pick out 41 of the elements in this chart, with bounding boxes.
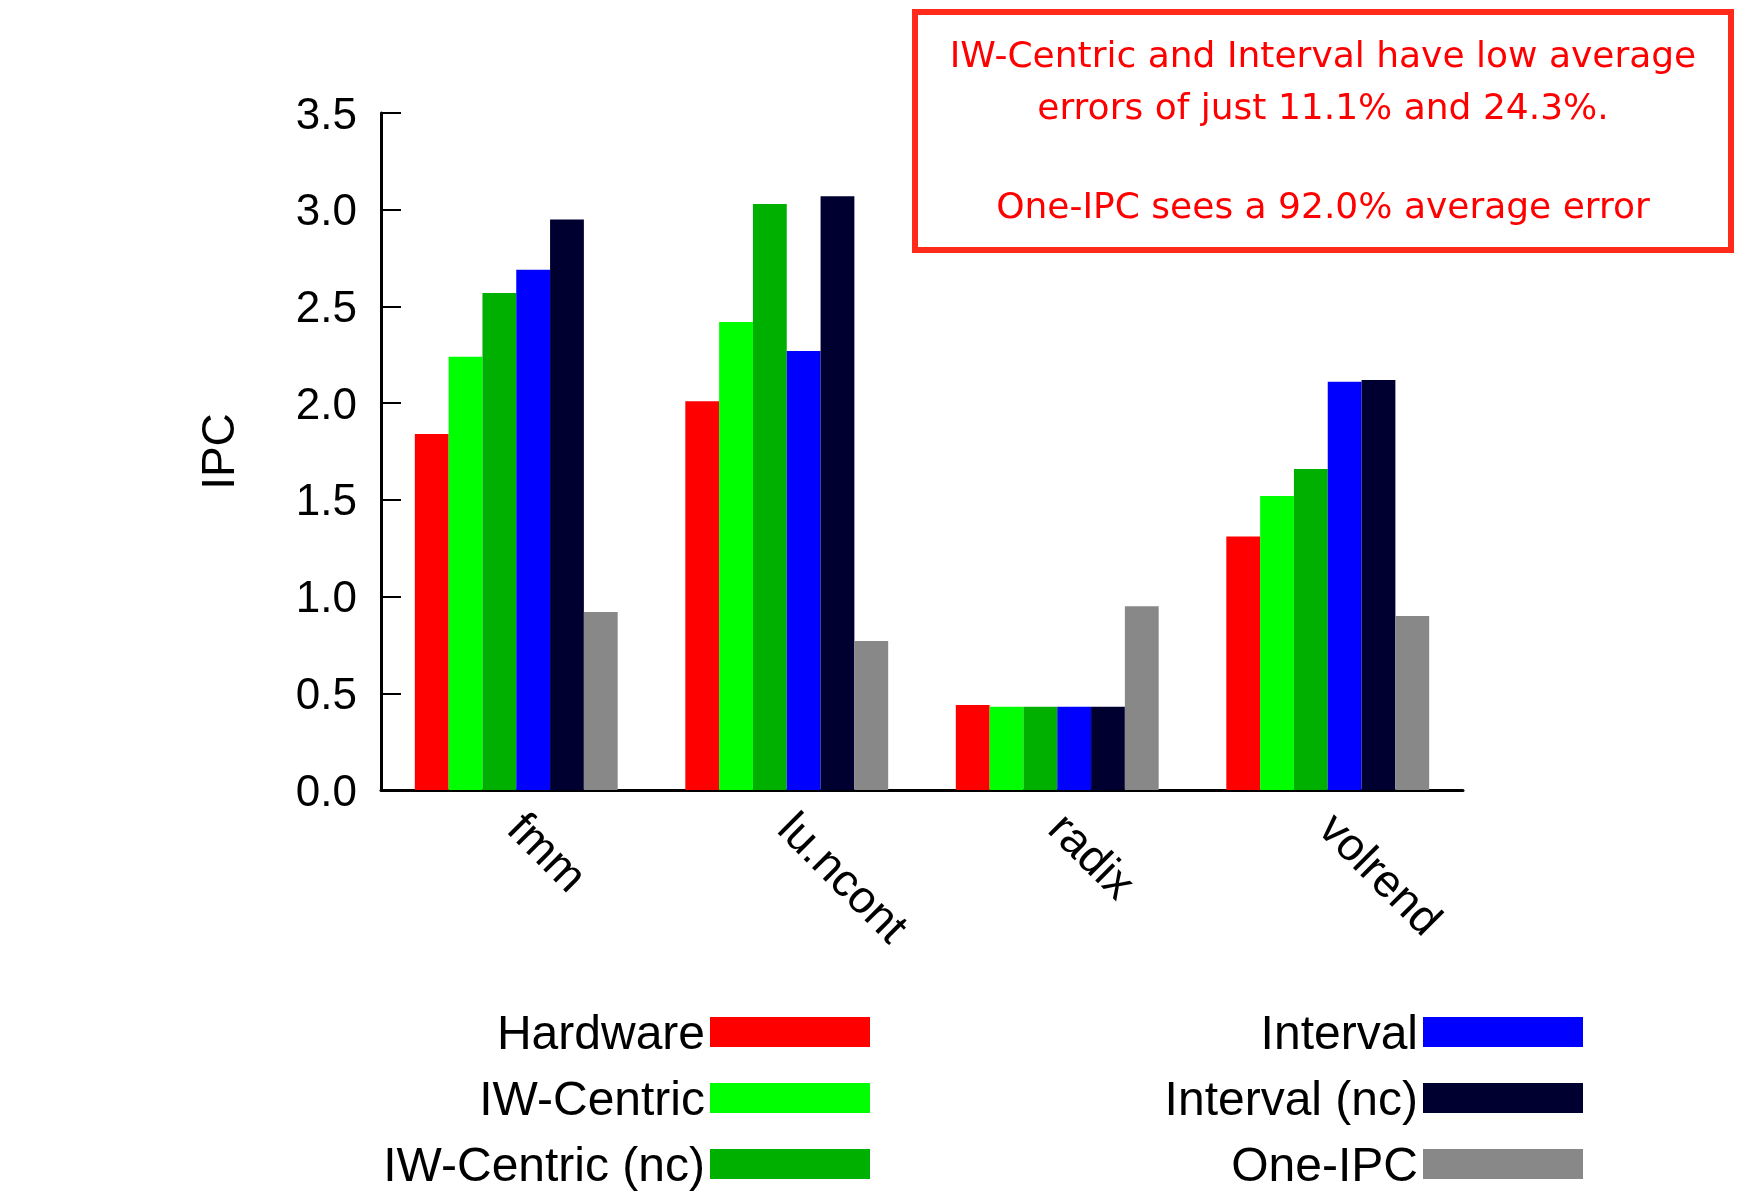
y-tick-label: 0.0	[295, 765, 357, 815]
bar	[448, 356, 483, 790]
bar	[854, 641, 889, 790]
bar	[989, 706, 1024, 790]
legend-label: Hardware	[496, 1005, 705, 1059]
legend-label: IW-Centric (nc)	[383, 1137, 705, 1191]
bar	[685, 401, 720, 790]
legend-label: One-IPC	[1231, 1137, 1418, 1191]
bar	[1327, 381, 1362, 790]
bar	[1124, 606, 1159, 790]
legend-label: Interval	[1260, 1005, 1418, 1059]
y-tick-label: 3.5	[295, 88, 357, 138]
bar	[550, 219, 584, 790]
y-tick-label: 2.5	[295, 281, 357, 331]
bar	[719, 321, 753, 790]
bar	[752, 203, 787, 790]
bar	[786, 350, 821, 790]
bar	[1023, 706, 1058, 790]
annotation: IW-Centric and Interval have low average errors of just 11.1% and 24.3%.	[948, 33, 1698, 130]
bar	[583, 612, 618, 790]
y-tick-label: 2.0	[295, 378, 357, 428]
bar	[1226, 536, 1261, 790]
bar	[516, 269, 551, 790]
bar	[1057, 706, 1092, 790]
bar	[955, 704, 990, 790]
y-tick-label: 1.5	[295, 475, 357, 525]
bar	[1293, 468, 1328, 790]
bar	[1091, 706, 1125, 790]
legend-label: Interval (nc)	[1164, 1071, 1418, 1125]
y-tick-label: 3.0	[295, 185, 357, 235]
bar	[1260, 495, 1294, 790]
y-axis-title: IPC	[192, 413, 244, 490]
bar	[820, 196, 855, 790]
y-tick-label: 0.5	[295, 668, 357, 718]
bar	[1361, 379, 1396, 790]
y-tick-label: 1.0	[295, 572, 357, 622]
bar	[482, 292, 517, 790]
annotation: One-IPC sees a 92.0% average error	[995, 184, 1651, 229]
bar	[414, 434, 449, 790]
legend-label: IW-Centric	[479, 1071, 705, 1125]
bar	[1395, 615, 1430, 790]
